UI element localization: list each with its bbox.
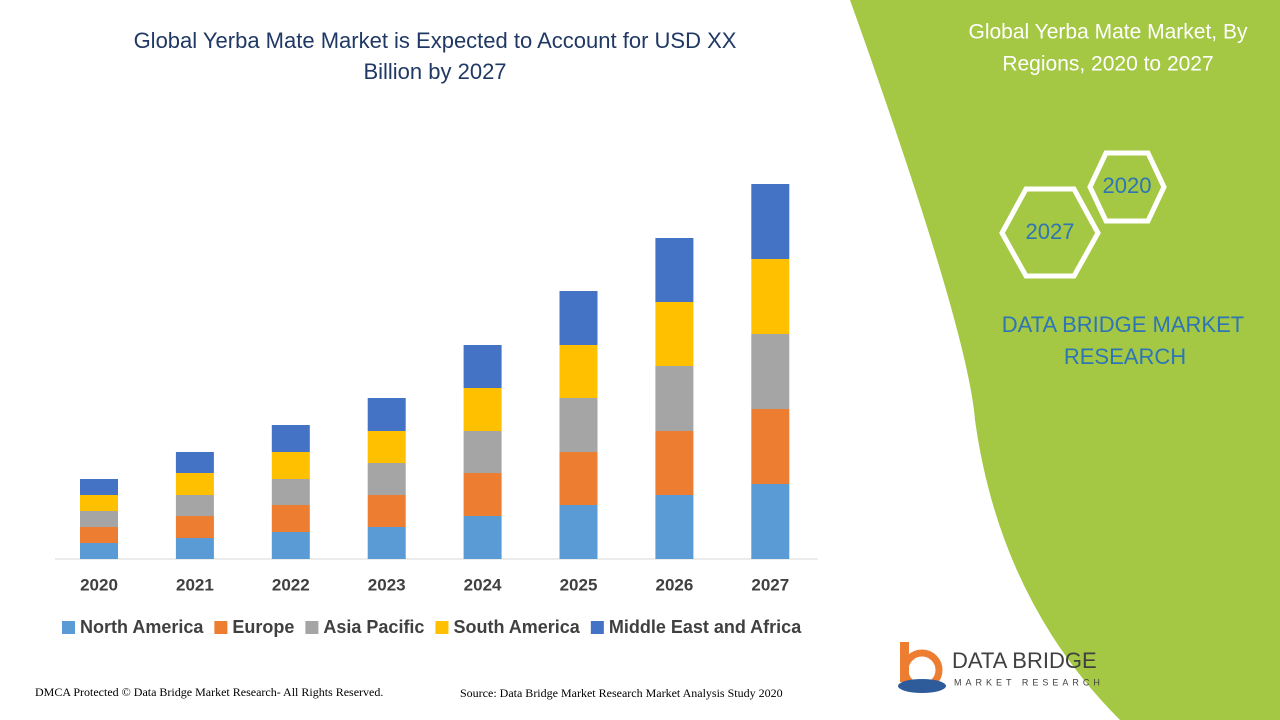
bar-segment [367,495,406,527]
brand-text: DATA BRIDGE MARKET [1002,312,1244,337]
bar-segment [463,431,502,473]
bar-segment [367,463,406,495]
bar-segment [175,516,214,538]
bar-segment [751,334,790,409]
x-tick-label: 2026 [655,575,693,594]
hexagon [999,186,1101,279]
bar-segment [655,366,694,431]
bar-segment [463,516,502,559]
bar-segment [80,479,118,495]
bar-segment [367,398,406,431]
bar-segment [175,473,214,495]
bar-segment [271,505,310,532]
legend-marker [62,621,75,634]
chart-title: Global Yerba Mate Market is Expected to … [134,28,737,53]
x-tick-label: 2020 [80,575,118,594]
hex-label: 2027 [1026,219,1075,244]
legend-label: Europe [232,617,294,637]
bar-segment [751,409,790,484]
bar-segment [655,431,694,495]
bar-segment [80,543,118,559]
logo-tagline: MARKET RESEARCH [954,677,1104,687]
footer-right: Source: Data Bridge Market Research Mark… [460,686,783,700]
bar-segment [751,484,790,559]
bar-segment [463,473,502,516]
legend-marker [305,621,319,634]
hex-label: 2020 [1103,173,1152,198]
panel-title: Regions, 2020 to 2027 [1002,53,1213,76]
legend-label: South America [453,617,580,637]
footer-left: DMCA Protected © Data Bridge Market Rese… [35,685,383,699]
bar-segment [367,527,406,559]
hexagon [1087,150,1167,224]
x-tick-label: 2023 [368,575,406,594]
bar-segment [367,431,406,463]
bar-segment [655,302,694,366]
x-tick-label: 2027 [751,575,789,594]
legend-label: Asia Pacific [323,617,424,637]
bar-segment [559,505,598,559]
bar-segment [463,388,502,431]
legend-label: North America [80,617,204,637]
x-tick-label: 2022 [272,575,310,594]
bar-segment [80,527,118,543]
legend-marker [214,621,228,634]
legend-marker [435,621,449,634]
logo-name: DATA BRIDGE [952,648,1097,673]
x-tick-label: 2025 [560,575,598,594]
logo-icon [898,642,946,693]
bar-segment [271,452,310,479]
x-tick-label: 2021 [176,575,214,594]
bar-segment [751,259,790,334]
bar-segment [559,398,598,452]
bar-segment [559,452,598,505]
bar-segment [751,184,790,259]
panel-title: Global Yerba Mate Market, By [969,21,1248,44]
legend-label: Middle East and Africa [609,617,802,637]
bar-segment [655,495,694,559]
bar-segment [271,479,310,505]
bar-segment [271,425,310,452]
bar-segment [463,345,502,388]
bar-segment [175,495,214,516]
green-panel [850,0,1280,720]
bar-segment [80,511,118,527]
bar-segment [175,452,214,473]
legend-marker [590,621,604,634]
bar-segment [271,532,310,559]
x-tick-label: 2024 [464,575,502,594]
chart-title: Billion by 2027 [363,59,506,84]
bar-segment [559,291,598,345]
bar-segment [655,238,694,302]
bar-segment [175,538,214,559]
bar-segment [559,345,598,398]
bar-segment [80,495,118,511]
brand-text: RESEARCH [1064,344,1186,369]
